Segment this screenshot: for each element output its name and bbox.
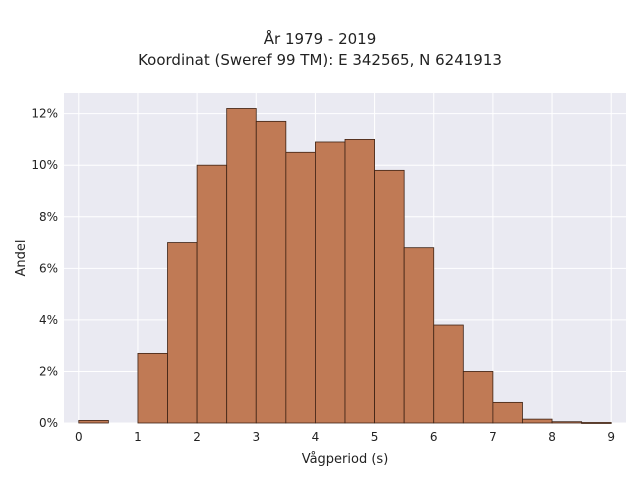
histogram-bars [78,108,612,424]
x-axis-ticks: 0 1 2 3 4 5 6 7 8 9 [75,430,615,444]
histogram-bar [137,352,168,424]
y-tick-label: 2% [39,364,58,378]
x-tick-label: 4 [312,430,320,444]
y-tick-label: 8% [39,210,58,224]
histogram-bar [226,108,257,424]
histogram-bar [462,371,494,424]
histogram-bar [255,120,287,424]
histogram-bar [285,151,316,424]
y-tick-label: 6% [39,261,58,275]
histogram-bar [581,422,612,424]
x-tick-label: 3 [252,430,260,444]
histogram-bar [551,421,583,424]
y-tick-label: 12% [31,107,58,121]
histogram-bar [492,401,523,424]
chart-title: År 1979 - 2019 [263,30,377,48]
histogram-bar [78,420,109,424]
histogram-bar [374,169,405,424]
x-axis-label: Vågperiod (s) [302,452,389,467]
y-tick-label: 4% [39,313,58,327]
y-tick-label: 10% [31,158,58,172]
x-tick-label: 0 [75,430,83,444]
y-tick-label: 0% [39,416,58,430]
histogram-bar [433,324,464,424]
histogram-bar [403,247,435,424]
y-axis-ticks: 0% 2% 4% 6% 8% 10% 12% [31,107,58,430]
x-tick-label: 8 [548,430,556,444]
chart-subtitle: Koordinat (Sweref 99 TM): E 342565, N 62… [138,51,502,69]
histogram-bar [315,141,346,424]
x-tick-label: 9 [607,430,615,444]
histogram-bar [522,418,553,424]
y-axis-label: Andel [14,240,29,277]
histogram-bar [344,139,375,424]
x-tick-label: 1 [134,430,142,444]
x-tick-label: 7 [489,430,497,444]
x-tick-label: 2 [193,430,201,444]
histogram-bar [196,164,228,424]
x-tick-label: 6 [430,430,438,444]
histogram-bar [167,242,198,424]
x-tick-label: 5 [371,430,379,444]
